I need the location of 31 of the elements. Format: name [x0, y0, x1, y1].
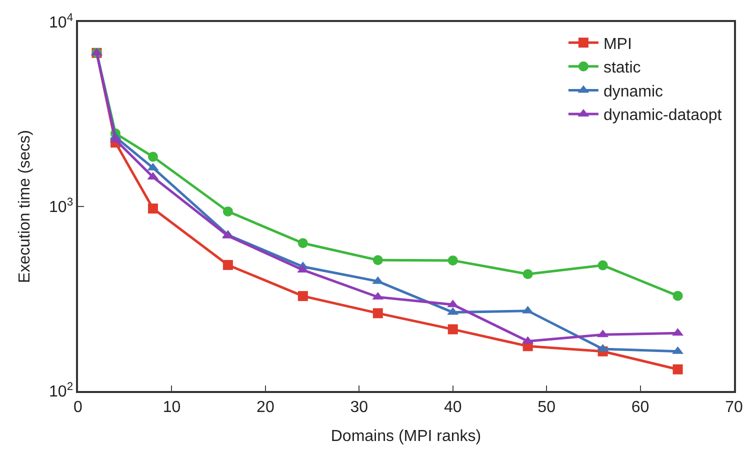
x-tick-label: 70 — [725, 398, 743, 416]
x-tick-label: 20 — [256, 398, 274, 416]
x-tick-label: 0 — [74, 398, 83, 416]
x-tick-label: 30 — [350, 398, 368, 416]
y-axis-title: Execution time (secs) — [16, 130, 34, 283]
legend-label: dynamic — [603, 83, 664, 100]
point — [148, 152, 158, 162]
point — [298, 238, 308, 248]
x-tick-label: 50 — [538, 398, 556, 416]
point — [448, 255, 458, 266]
x-tick-label: 10 — [162, 398, 181, 416]
y-tick-label: 10$^{2}$ — [49, 380, 74, 401]
point — [148, 204, 158, 214]
y-tick-label: 10$^{4}$ — [49, 12, 74, 32]
point — [222, 260, 233, 270]
legend-label: MPI — [603, 36, 632, 53]
point — [522, 269, 533, 280]
point — [222, 206, 233, 216]
point — [672, 364, 683, 374]
legend-label: static — [603, 60, 641, 77]
point — [598, 260, 608, 270]
point — [372, 255, 383, 266]
point — [298, 291, 308, 302]
legend-label: dynamic-dataopt — [603, 107, 722, 124]
point — [672, 290, 683, 301]
x-axis-title: Domains (MPI ranks) — [330, 428, 482, 446]
point — [372, 308, 383, 318]
y-tick-label: 10$^{3}$ — [49, 196, 74, 216]
x-tick-label: 60 — [631, 398, 650, 416]
x-tick-label: 40 — [444, 398, 462, 416]
point — [448, 324, 458, 334]
